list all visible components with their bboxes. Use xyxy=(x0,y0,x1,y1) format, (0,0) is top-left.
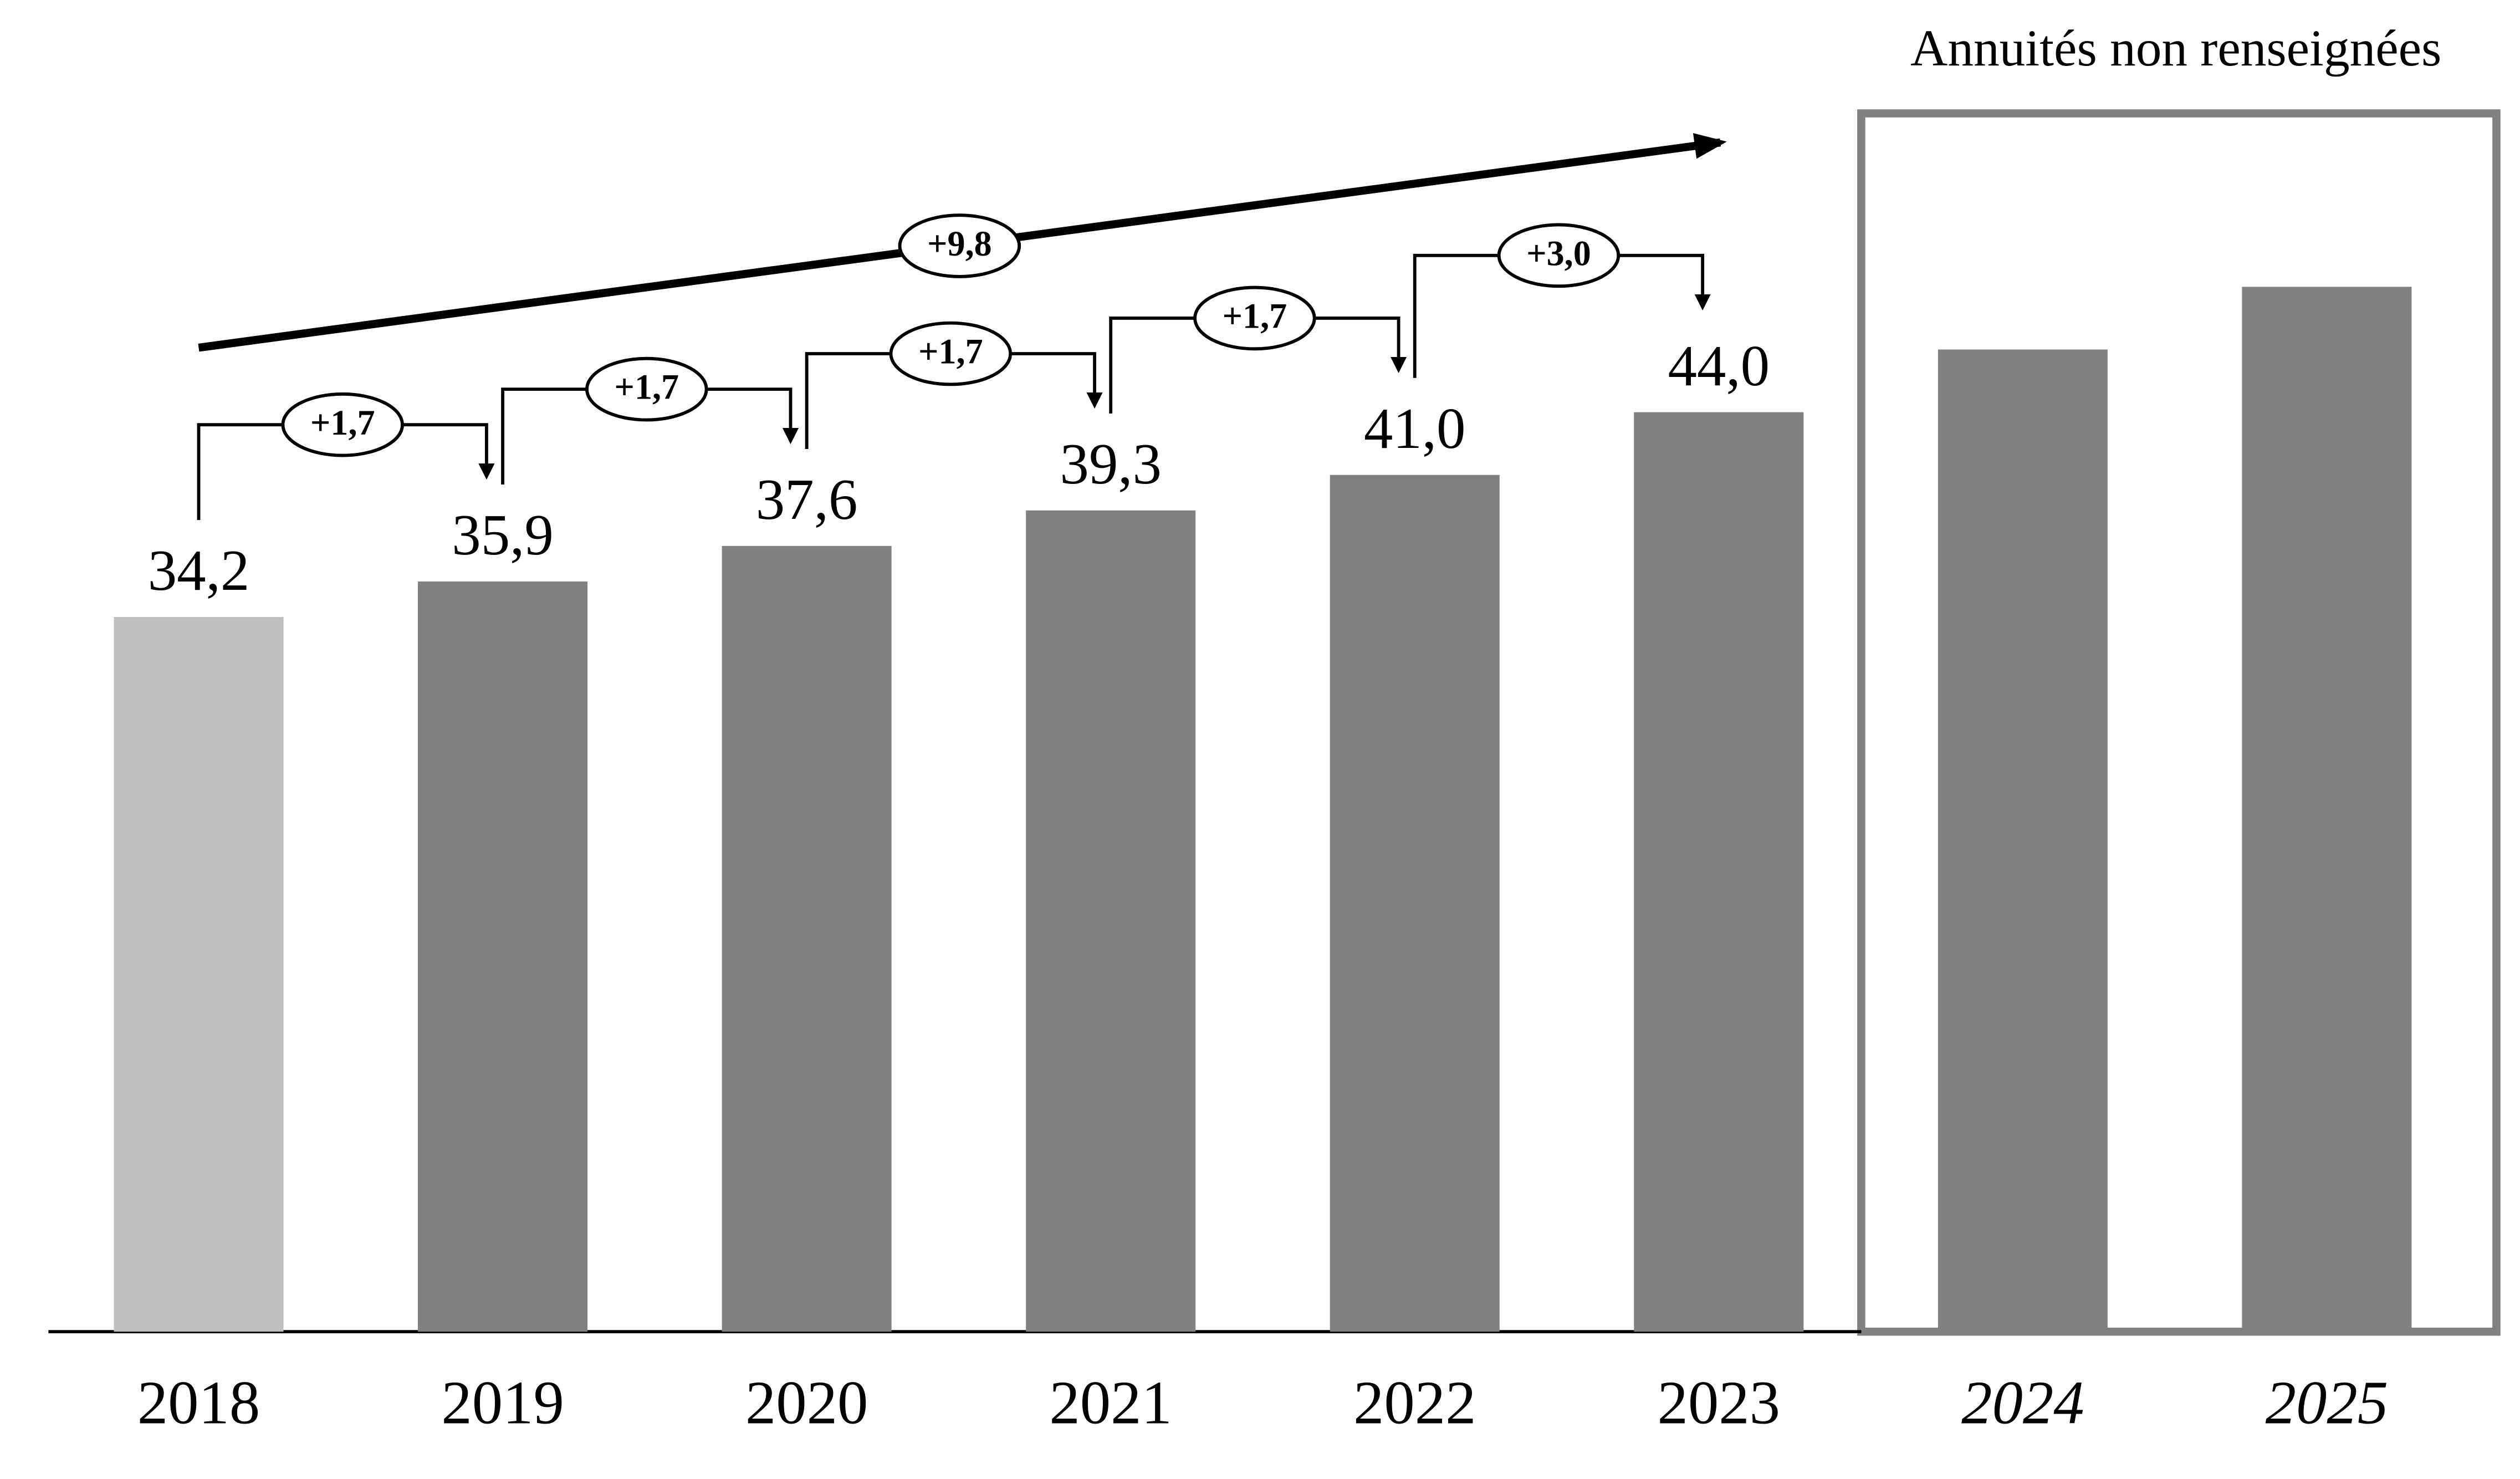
step-bubble xyxy=(1193,285,1316,351)
step-label: +1,7 xyxy=(310,403,375,442)
x-tick-label: 2024 xyxy=(1961,1369,2084,1437)
x-tick-label: 2022 xyxy=(1353,1369,1476,1437)
highlight-box xyxy=(1857,109,2501,1336)
step-label: +1,7 xyxy=(918,332,983,371)
value-label: 35,9 xyxy=(452,502,554,567)
x-tick-label: 2020 xyxy=(745,1369,868,1437)
step-label: +1,7 xyxy=(1223,297,1287,336)
x-tick-label: 2025 xyxy=(2266,1369,2388,1437)
total-label: +9,8 xyxy=(927,224,992,263)
bar xyxy=(1634,412,1804,1332)
x-tick-label: 2023 xyxy=(1658,1369,1780,1437)
value-label: 44,0 xyxy=(1668,333,1770,398)
bar xyxy=(722,545,892,1332)
box-label: Annuités non renseignées xyxy=(1910,20,2441,77)
x-tick-label: 2019 xyxy=(441,1369,564,1437)
bar xyxy=(1330,475,1500,1332)
step-bubble xyxy=(889,321,1013,386)
total-bubble xyxy=(898,213,1021,278)
value-label: 37,6 xyxy=(756,467,858,532)
step-bubble xyxy=(281,392,404,457)
bar xyxy=(114,617,284,1332)
bar xyxy=(2242,287,2412,1332)
x-tick-label: 2018 xyxy=(137,1369,260,1437)
step-bubble xyxy=(585,356,708,422)
value-label: 39,3 xyxy=(1060,431,1162,496)
value-label: 34,2 xyxy=(148,538,250,603)
step-label: +3,0 xyxy=(1526,233,1591,273)
x-tick-label: 2021 xyxy=(1049,1369,1172,1437)
bar xyxy=(1026,510,1196,1332)
bar xyxy=(1938,349,2108,1332)
value-label: 41,0 xyxy=(1364,396,1466,461)
step-label: +1,7 xyxy=(614,368,679,407)
step-bubble xyxy=(1497,223,1621,288)
bar xyxy=(418,581,588,1332)
